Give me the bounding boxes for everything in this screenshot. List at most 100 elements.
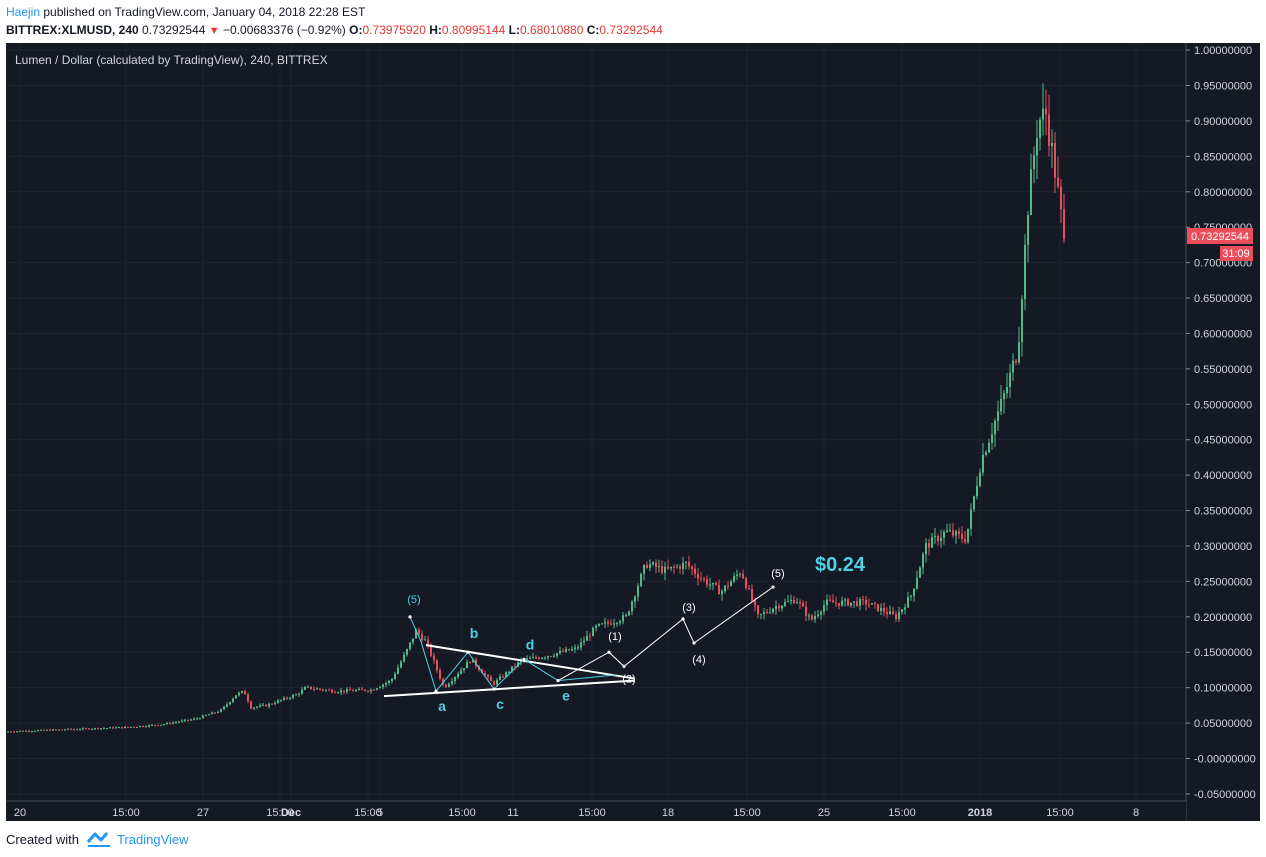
candle-body [166, 722, 168, 725]
candle-body [379, 686, 381, 689]
wave-pivot-point [556, 678, 560, 683]
price-axis[interactable] [1186, 43, 1260, 821]
candle-body [16, 731, 18, 733]
candle-body [598, 623, 600, 626]
candle-body [868, 604, 870, 606]
wave-pivot-point [492, 687, 496, 691]
candle-body [454, 677, 456, 682]
elliott-wave-drawings [383, 585, 775, 698]
candle-body [397, 667, 399, 674]
candle-body [391, 678, 393, 681]
candle-body [427, 639, 429, 645]
candle-body [985, 452, 987, 455]
candle-body [1039, 119, 1041, 139]
candle-body [130, 726, 132, 728]
candle-body [1048, 114, 1050, 147]
candle-body [190, 719, 192, 721]
published-text: published on TradingView.com, January 04… [43, 5, 366, 19]
wave-label-11: $0.24 [815, 554, 866, 576]
x-tick-label: 20 [14, 807, 26, 819]
candle-body [889, 611, 891, 615]
candle-body [73, 729, 75, 731]
candle-body [433, 655, 435, 661]
candle-body [556, 653, 558, 656]
candle-body [226, 704, 228, 707]
candle-body [19, 730, 21, 732]
candle-body [466, 661, 468, 669]
candle-body [934, 536, 936, 538]
candle-body [253, 707, 255, 709]
candle-body [940, 537, 942, 542]
candle-body [394, 673, 396, 679]
candle-body [370, 689, 372, 692]
y-tick-label: 0.80000000 [1194, 187, 1252, 199]
candle-body [340, 690, 342, 693]
time-axis[interactable] [6, 801, 1186, 821]
candle-body [685, 562, 687, 564]
candle-body [109, 727, 111, 729]
tradingview-brand-link[interactable]: TradingView [117, 832, 189, 847]
candle-body [316, 688, 318, 690]
candle-body [604, 622, 606, 624]
author-link[interactable]: Haejin [6, 5, 41, 19]
candle-body [553, 655, 555, 657]
candle-body [880, 607, 882, 611]
candle-body [574, 647, 576, 649]
open-value: 0.73975920 [362, 23, 426, 37]
candle-body [490, 676, 492, 682]
candle-body [430, 644, 432, 656]
candle-body [412, 638, 414, 643]
candle-body [622, 615, 624, 622]
candle-body [1063, 209, 1065, 240]
wave-pivot-point [408, 615, 412, 619]
abcde-wave-line [409, 616, 617, 693]
candle-body [766, 612, 768, 614]
candle-body [694, 568, 696, 574]
candle-body [796, 602, 798, 604]
candle-body [601, 623, 603, 625]
candle-body [211, 712, 213, 715]
candle-body [127, 726, 129, 728]
candle-body [697, 573, 699, 579]
candle-body [979, 472, 981, 486]
candle-body [511, 666, 513, 672]
candle-body [175, 722, 177, 724]
wave-pivot-point [434, 689, 438, 693]
candle-body [10, 731, 12, 733]
wave-label-6: (1) [608, 631, 621, 643]
candle-body [415, 629, 417, 639]
candle-body [169, 722, 171, 724]
y-tick-label: 1.00000000 [1194, 45, 1252, 57]
candle-body [763, 612, 765, 614]
candle-body [871, 603, 873, 605]
candle-body [700, 578, 702, 580]
candle-body [919, 567, 921, 578]
candle-body [847, 599, 849, 606]
candle-body [52, 729, 54, 731]
close-value: 0.73292544 [599, 23, 663, 37]
candle-body [706, 578, 708, 585]
candle-body [301, 689, 303, 694]
candle-body [1012, 360, 1014, 373]
candle-body [334, 692, 336, 694]
candle-body [970, 509, 972, 529]
candle-body [799, 602, 801, 604]
candle-body [22, 730, 24, 732]
candle-body [1000, 399, 1002, 412]
price-chart[interactable]: (5) a b c d e (1) (2) (3) (4) (5) $0.24 1.00000000 0… [6, 43, 1260, 821]
tradingview-logo-icon[interactable] [86, 830, 112, 851]
candle-body [769, 612, 771, 614]
candle-body [457, 673, 459, 678]
wave-label-2: b [470, 625, 479, 641]
countdown-tag-text: 31:09 [1222, 248, 1250, 260]
chart-area[interactable]: (5) a b c d e (1) (2) (3) (4) (5) $0.24 1.00000000 0… [6, 43, 1260, 821]
candle-body [1006, 387, 1008, 394]
wave-label-5: e [562, 688, 570, 704]
candle-body [988, 442, 990, 453]
candle-body [958, 531, 960, 534]
candle-body [646, 564, 648, 568]
wave-pivot-point [607, 650, 611, 654]
candle-body [721, 591, 723, 595]
wave-pivot-point [622, 664, 626, 669]
x-tick-label: 11 [507, 807, 518, 819]
